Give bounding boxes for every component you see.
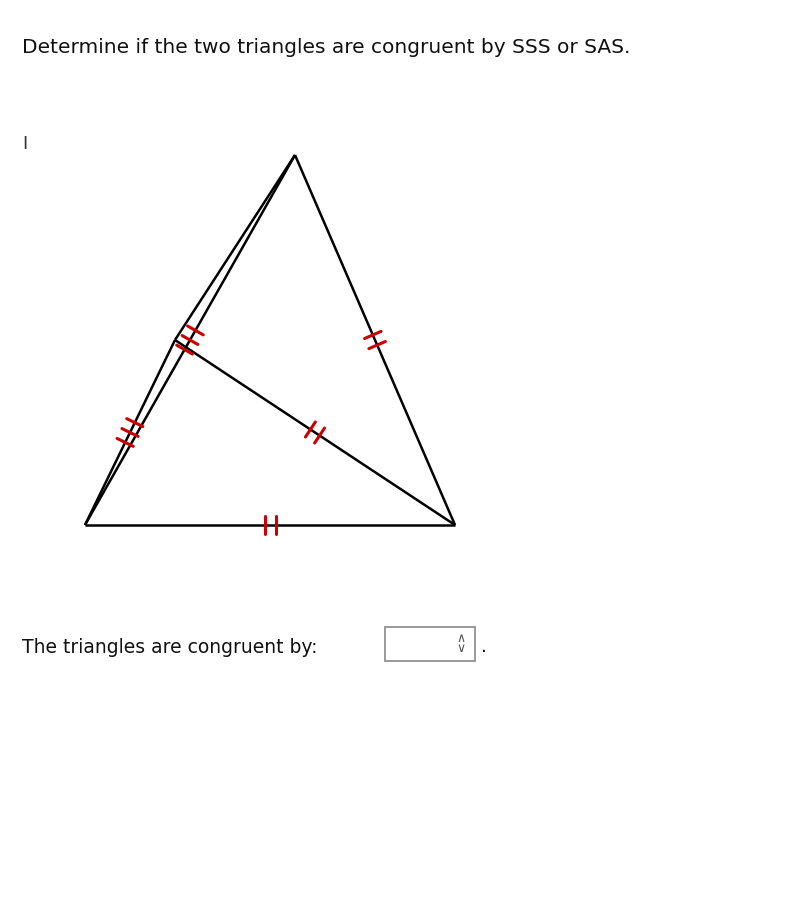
FancyBboxPatch shape bbox=[385, 627, 475, 661]
Text: I: I bbox=[22, 135, 27, 153]
Text: The triangles are congruent by:: The triangles are congruent by: bbox=[22, 638, 318, 657]
Text: Determine if the two triangles are congruent by SSS or SAS.: Determine if the two triangles are congr… bbox=[22, 38, 630, 57]
Text: ∧
∨: ∧ ∨ bbox=[457, 633, 466, 656]
Text: .: . bbox=[481, 637, 487, 657]
